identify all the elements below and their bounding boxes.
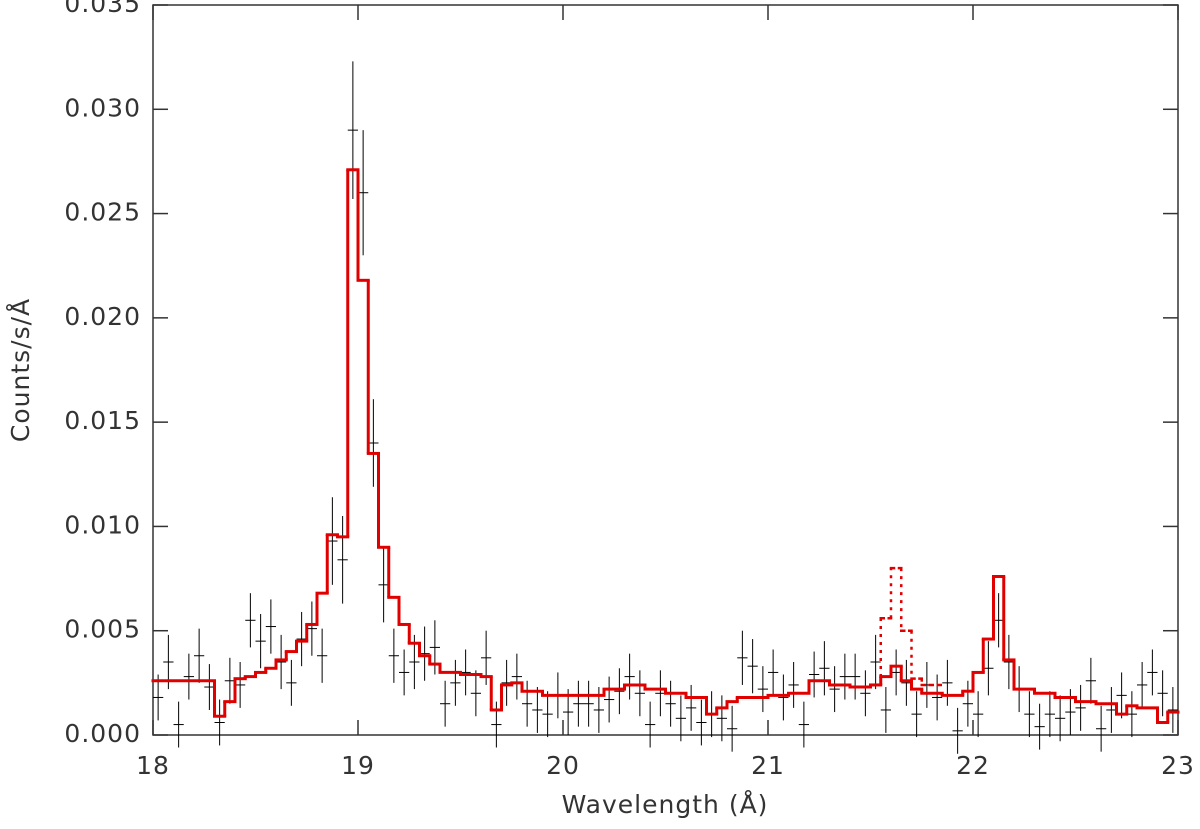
x-tick-label: 22	[956, 751, 990, 780]
y-tick-label: 0.035	[64, 0, 141, 18]
x-tick-label: 23	[1161, 751, 1195, 780]
y-tick-label: 0.005	[64, 615, 141, 644]
y-tick-label: 0.025	[64, 198, 141, 227]
y-axis-label: Counts/s/Å	[6, 298, 35, 442]
y-tick-label: 0.010	[64, 510, 141, 539]
y-tick-label: 0.015	[64, 406, 141, 435]
y-tick-label: 0.000	[64, 719, 141, 748]
x-tick-label: 19	[341, 751, 375, 780]
x-axis-label: Wavelength (Å)	[562, 790, 769, 819]
y-tick-label: 0.020	[64, 302, 141, 331]
x-tick-label: 18	[136, 751, 170, 780]
x-tick-label: 20	[546, 751, 580, 780]
plot-frame	[152, 4, 1179, 736]
y-tick-label: 0.030	[64, 93, 141, 122]
x-tick-label: 21	[751, 751, 785, 780]
